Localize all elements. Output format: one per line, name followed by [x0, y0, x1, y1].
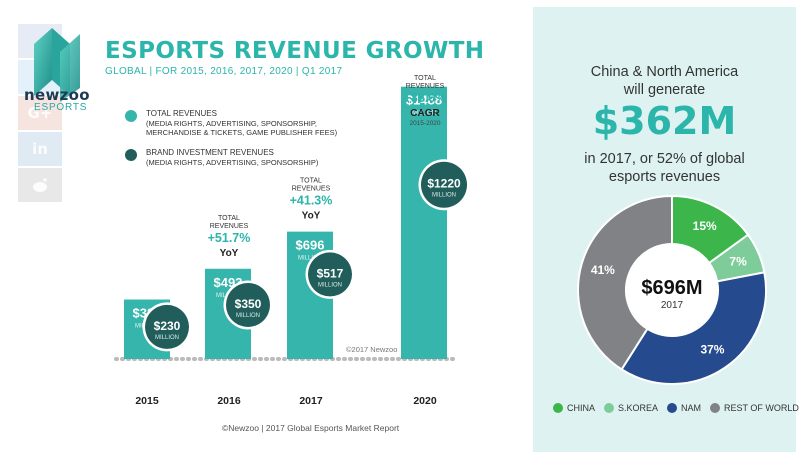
donut-slice-nam — [620, 271, 767, 385]
legend-brand-detail1: (MEDIA RIGHTS, ADVERTISING, SPONSORSHIP) — [146, 157, 319, 167]
chart-title: ESPORTS REVENUE GROWTH — [105, 38, 485, 64]
growth-value-2016: +51.7% — [208, 231, 251, 245]
chart-copyright: ©2017 Newzoo — [346, 345, 397, 354]
growth-range-2020: 2015-2020 — [409, 120, 440, 127]
pie-legend-china: CHINA — [553, 403, 595, 413]
donut-label-nam: 37% — [700, 343, 724, 357]
brand-revenue-circle-2017 — [308, 252, 352, 297]
donut-label-skorea: 7% — [729, 254, 747, 268]
growth-value-2020: +35.6% — [404, 91, 447, 105]
pie-legend-china-swatch — [553, 403, 563, 413]
legend-total-detail2: MERCHANDISE & TICKETS, GAME PUBLISHER FE… — [146, 128, 338, 137]
donut-center-label: 2017 — [661, 300, 684, 311]
growth-prefix2-2016: REVENUES — [210, 223, 249, 230]
brand-value-label-2016: $350 — [235, 297, 262, 311]
linkedin-icon[interactable]: in — [18, 132, 62, 166]
total-unit-label-2020: MILLION — [412, 111, 436, 117]
category-label-2017: 2017 — [299, 395, 323, 407]
donut-label-rest: 41% — [591, 263, 615, 277]
total-unit-label-2017: MILLION — [298, 256, 322, 262]
footer-credit: ©Newzoo | 2017 Global Esports Market Rep… — [222, 423, 400, 433]
brand-revenue-circle-2016 — [226, 282, 270, 327]
chart-subtitle: GLOBAL | FOR 2015, 2016, 2017, 2020 | Q1… — [105, 66, 343, 77]
pie-legend-rest-label: REST OF WORLD — [724, 403, 799, 413]
panel-line2: will generate — [623, 82, 706, 98]
brand-revenue-circle-2015 — [145, 304, 189, 349]
newzoo-logo — [34, 28, 80, 102]
legend-total-revenues: TOTAL REVENUES (MEDIA RIGHTS, ADVERTISIN… — [125, 109, 337, 138]
category-label-2015: 2015 — [135, 395, 159, 407]
donut-center-value: $696M — [641, 277, 702, 299]
legend-brand-revenues: BRAND INVESTMENT REVENUES (MEDIA RIGHTS,… — [125, 148, 318, 167]
category-label-2016: 2016 — [217, 395, 241, 407]
growth-kind-2016: YoY — [220, 248, 239, 259]
google-plus-icon[interactable]: G+ — [18, 96, 62, 130]
brand-revenue-circle-2020 — [421, 161, 467, 208]
brand-value-label-2015: $230 — [154, 319, 181, 333]
revenue-bar-chart: $325MILLION$230MILLION2015$493MILLION$35… — [114, 75, 467, 407]
total-value-label-2017: $696 — [296, 238, 325, 253]
growth-kind-2020: CAGR — [410, 108, 440, 119]
pie-legend-nam-swatch — [667, 403, 678, 413]
brand-value-label-2020: $1220 — [427, 177, 461, 191]
brand-value-label-2017: $517 — [317, 266, 344, 280]
pie-legend-skorea-swatch — [604, 403, 615, 413]
growth-kind-2017: YoY — [302, 211, 321, 222]
pie-legend-nam-label: NAM — [681, 403, 702, 413]
panel-line3: in 2017, or 52% of global — [584, 151, 745, 167]
brand-unit-label-2015: MILLION — [155, 335, 179, 341]
legend-total-detail1: (MEDIA RIGHTS, ADVERTISING, SPONSORSHIP, — [146, 118, 318, 128]
growth-prefix2-2017: REVENUES — [292, 186, 331, 193]
total-value-label-2020: $1488 — [406, 93, 442, 108]
donut-slice-rest — [577, 194, 673, 371]
brand-subname: ESPORTS — [34, 102, 88, 113]
growth-prefix-2016: TOTAL — [218, 215, 240, 222]
donut-center — [627, 245, 717, 335]
pie-legend-skorea-label: S.KOREA — [618, 403, 659, 413]
brand-unit-label-2016: MILLION — [236, 313, 260, 319]
panel-big-value: $362M — [592, 99, 737, 143]
brand-name: newzoo — [24, 86, 90, 104]
reddit-icon[interactable] — [18, 168, 62, 202]
pie-legend-skorea: S.KOREA — [604, 403, 658, 413]
legend-total-label: TOTAL REVENUES — [146, 109, 217, 118]
panel-line1: China & North America — [590, 64, 739, 80]
pie-legend-rest: REST OF WORLD — [710, 403, 799, 413]
pie-legend: CHINA S.KOREA NAM REST OF WORLD — [553, 403, 800, 413]
growth-value-2017: +41.3% — [290, 194, 333, 208]
legend-brand-swatch — [125, 149, 137, 161]
growth-prefix-2020: TOTAL — [414, 75, 436, 82]
legend-brand-label: BRAND INVESTMENT REVENUES — [146, 148, 274, 157]
pie-legend-china-label: CHINA — [567, 403, 596, 413]
total-revenue-bar-2020 — [401, 86, 447, 360]
pie-legend-nam: NAM — [667, 403, 701, 413]
donut-label-china: 15% — [693, 219, 717, 233]
growth-prefix2-2020: REVENUES — [406, 83, 445, 90]
brand-unit-label-2020: MILLION — [432, 193, 456, 199]
brand-unit-label-2017: MILLION — [318, 282, 342, 288]
panel-line4: esports revenues — [608, 169, 721, 185]
growth-prefix-2017: TOTAL — [300, 178, 322, 185]
legend-total-swatch — [125, 110, 137, 122]
pie-legend-rest-swatch — [710, 403, 721, 413]
category-label-2020: 2020 — [413, 395, 437, 407]
